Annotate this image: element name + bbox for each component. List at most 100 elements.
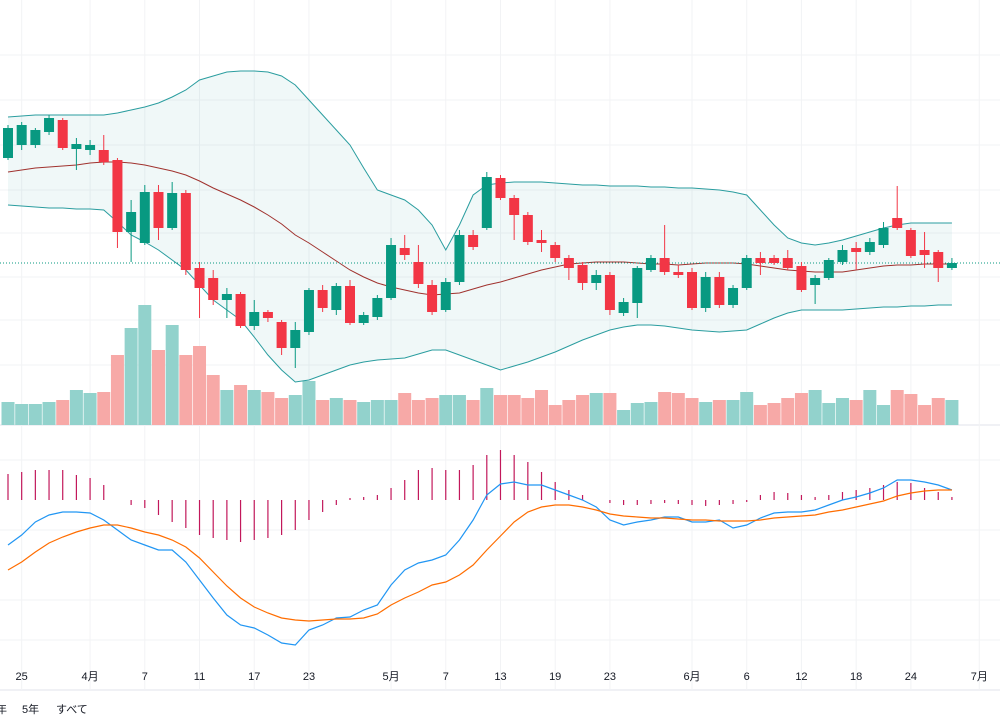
candle-body [796,266,807,290]
candle-body [71,144,82,149]
volume-bar [726,400,740,425]
x-tick-label: 13 [494,671,506,683]
candle-body [194,268,205,288]
candle-body [905,230,916,256]
volume-bar [658,392,672,425]
candle-body [386,245,397,298]
volume-bar [535,390,549,425]
candle-body [509,198,520,215]
candle-body [98,150,109,162]
volume-bar [1,402,15,425]
volume-bar [781,398,795,425]
candle-body [946,263,957,268]
candle-body [44,118,55,132]
volume-bar [179,355,193,425]
candle-body [550,245,561,258]
volume-bar [83,393,97,425]
volume-bar [890,390,904,425]
volume-bar [110,355,124,425]
volume-bar [411,400,425,425]
candle-body [522,215,533,242]
candle-body [57,120,68,148]
candle-body [454,235,465,282]
volume-bar [835,398,849,425]
volume-bar [644,402,658,425]
candle-body [892,218,903,228]
candle-body [645,258,656,270]
volume-bar [261,392,275,425]
volume-bar [521,398,535,425]
volume-bar [507,395,521,425]
x-tick-label: 18 [850,671,862,683]
candle-body [3,128,13,158]
candle-body [399,248,410,255]
candle-body [741,258,752,288]
bb-middle [7,161,952,296]
volume-bar [808,390,822,425]
volume-bar [288,395,302,425]
candle-body [481,177,492,228]
candle-body [673,272,684,275]
volume-bar [548,405,562,425]
candle-body [153,192,164,228]
volume-bar [425,398,439,425]
volume-bar [329,398,343,425]
bb-lower [7,204,952,383]
volume-bar [767,403,781,425]
candle-body [249,312,260,326]
volume-bar [220,390,234,425]
volume-bar [124,328,138,425]
volume-bar [617,410,631,425]
volume-bar [165,325,179,425]
volume-bar [151,350,165,425]
volume-bar [685,398,699,425]
candle-body [221,294,232,300]
candle-body [687,272,697,308]
candle-body [16,125,27,145]
volume-bar [439,395,453,425]
volume-bar [42,402,56,425]
range-button[interactable]: 年 [0,702,7,716]
x-tick-label: 7 [142,671,148,683]
signal-line [7,489,952,622]
macd-line [7,479,953,646]
candle-body [372,298,383,317]
candle-body [536,240,547,243]
volume-bar [370,400,384,425]
volume-bar [138,305,152,425]
volume-bar [480,388,494,425]
candle-body [823,260,834,278]
volume-bar [193,346,207,425]
volume-bar [603,393,617,425]
candle-body [919,250,930,255]
candle-body [303,290,314,332]
candle-body [208,278,219,300]
candle-body [851,248,862,252]
candle-body [85,145,96,150]
volume-bar [849,400,863,425]
candle-body [468,235,479,247]
candle-body [126,212,137,232]
volume-bar [316,400,330,425]
candle-body [878,228,889,245]
candle-body [262,312,273,318]
candle-body [167,193,178,228]
volume-bar [630,403,644,425]
candle-body [413,262,424,284]
x-tick-label: 7月 [971,671,988,683]
range-button[interactable]: 5年 [22,702,39,716]
x-tick-label: 6 [744,671,750,683]
candle-body [345,286,355,323]
volume-bar [302,381,316,425]
candle-body [30,130,41,145]
candle-body [769,258,780,263]
volume-bar [69,390,83,425]
candle-body [714,277,725,305]
candle-body [782,258,793,268]
candle-body [618,302,629,313]
range-button[interactable]: すべて [56,703,88,716]
x-tick-label: 25 [16,671,28,683]
volume-bar [15,404,29,425]
volume-bar [56,400,70,425]
